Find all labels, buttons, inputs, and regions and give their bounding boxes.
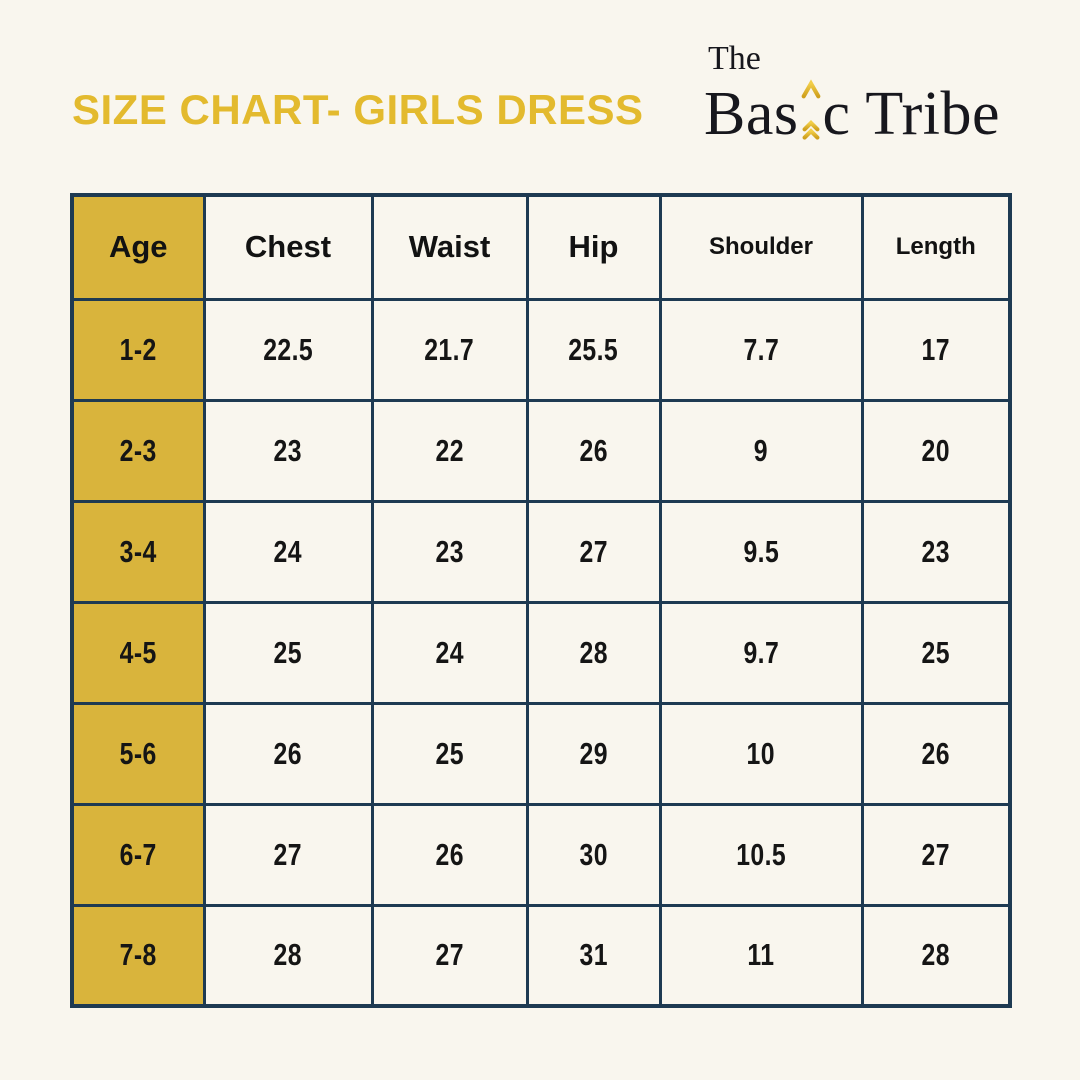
table-row: 4-5 25 24 28 9.7 25	[70, 600, 1012, 705]
table-row: 2-3 23 22 26 9 20	[70, 398, 1012, 503]
cell-hip: 31	[525, 903, 662, 1008]
table-row: 6-7 27 26 30 10.5 27	[70, 802, 1012, 907]
cell-shoulder: 10.5	[658, 802, 864, 907]
col-header-length: Length	[860, 193, 1012, 301]
table-row: 1-2 22.5 21.7 25.5 7.7 17	[70, 297, 1012, 402]
cell-hip: 28	[525, 600, 662, 705]
col-header-age: Age	[70, 193, 206, 301]
cell-hip: 29	[525, 701, 662, 806]
cell-age: 2-3	[70, 398, 206, 503]
cell-waist: 24	[370, 600, 529, 705]
cell-shoulder: 7.7	[658, 297, 864, 402]
cell-waist: 21.7	[370, 297, 529, 402]
cell-shoulder: 9.5	[658, 499, 864, 604]
cell-chest: 26	[202, 701, 374, 806]
logo-main-text: Bas c Tribe	[704, 78, 1000, 148]
cell-hip: 25.5	[525, 297, 662, 402]
cell-shoulder: 9	[658, 398, 864, 503]
cell-waist: 23	[370, 499, 529, 604]
cell-age: 1-2	[70, 297, 206, 402]
cell-age: 4-5	[70, 600, 206, 705]
cell-age: 5-6	[70, 701, 206, 806]
cell-chest: 24	[202, 499, 374, 604]
brand-logo: The Bas c Tribe	[704, 40, 1000, 148]
table-row: 5-6 26 25 29 10 26	[70, 701, 1012, 806]
cell-shoulder: 11	[658, 903, 864, 1008]
logo-basic-suffix: c Tribe	[822, 80, 1000, 148]
cell-waist: 25	[370, 701, 529, 806]
cell-waist: 27	[370, 903, 529, 1008]
arrow-icon	[800, 78, 822, 144]
cell-length: 20	[860, 398, 1012, 503]
cell-hip: 27	[525, 499, 662, 604]
table-row: 7-8 28 27 31 11 28	[70, 903, 1012, 1008]
logo-basic-prefix: Bas	[704, 80, 799, 148]
cell-length: 23	[860, 499, 1012, 604]
cell-waist: 22	[370, 398, 529, 503]
cell-chest: 27	[202, 802, 374, 907]
cell-length: 17	[860, 297, 1012, 402]
table-row: 3-4 24 23 27 9.5 23	[70, 499, 1012, 604]
col-header-shoulder: Shoulder	[658, 193, 864, 301]
cell-chest: 25	[202, 600, 374, 705]
cell-chest: 22.5	[202, 297, 374, 402]
cell-length: 27	[860, 802, 1012, 907]
col-header-chest: Chest	[202, 193, 374, 301]
cell-waist: 26	[370, 802, 529, 907]
cell-shoulder: 10	[658, 701, 864, 806]
size-chart-table: Age Chest Waist Hip Shoulder Length 1-2 …	[70, 193, 1012, 1008]
cell-chest: 23	[202, 398, 374, 503]
page-title: SIZE CHART- GIRLS DRESS	[72, 86, 644, 133]
cell-hip: 30	[525, 802, 662, 907]
cell-length: 25	[860, 600, 1012, 705]
cell-age: 3-4	[70, 499, 206, 604]
cell-age: 6-7	[70, 802, 206, 907]
header-row: Age Chest Waist Hip Shoulder Length	[70, 193, 1012, 301]
cell-age: 7-8	[70, 903, 206, 1008]
cell-shoulder: 9.7	[658, 600, 864, 705]
col-header-hip: Hip	[525, 193, 662, 301]
logo-the-text: The	[708, 40, 761, 77]
cell-hip: 26	[525, 398, 662, 503]
cell-length: 26	[860, 701, 1012, 806]
col-header-waist: Waist	[370, 193, 529, 301]
cell-length: 28	[860, 903, 1012, 1008]
cell-chest: 28	[202, 903, 374, 1008]
